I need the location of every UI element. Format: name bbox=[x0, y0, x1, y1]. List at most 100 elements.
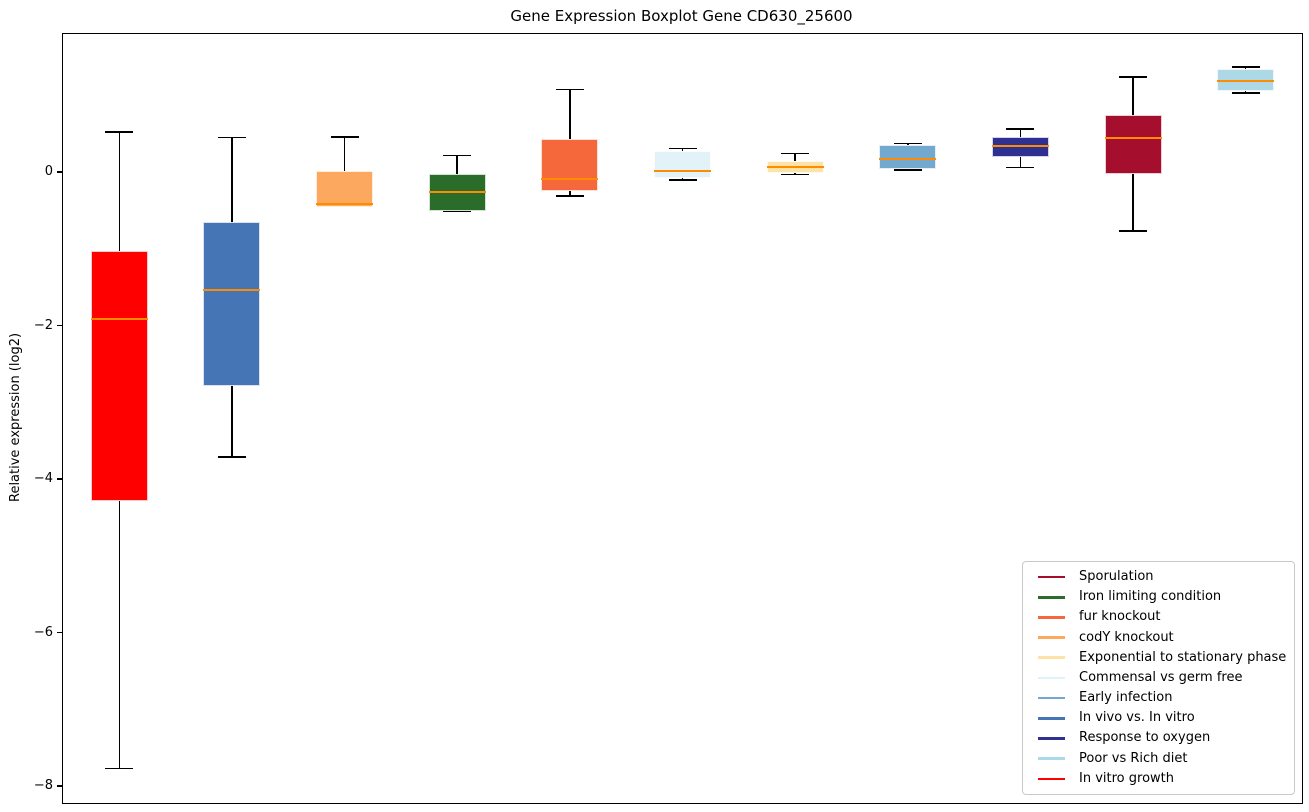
box-iqr bbox=[541, 139, 599, 192]
legend-label: codY knockout bbox=[1079, 629, 1174, 645]
upper-whisker-cap bbox=[781, 152, 810, 155]
legend-line-swatch bbox=[1038, 595, 1065, 599]
lower-whisker-cap bbox=[668, 179, 697, 181]
y-tick-label: −8 bbox=[33, 778, 53, 794]
y-tick-label: −4 bbox=[33, 471, 53, 487]
legend-item: Early infection bbox=[1032, 690, 1286, 706]
upper-whisker-line bbox=[569, 89, 571, 140]
lower-whisker-line bbox=[231, 386, 233, 457]
legend-label: Response to oxygen bbox=[1079, 730, 1211, 746]
legend: Sporulation Iron limiting condition fur kn… bbox=[1022, 561, 1295, 795]
lower-whisker-cap bbox=[443, 210, 472, 213]
upper-whisker-cap bbox=[668, 147, 697, 150]
legend-line-swatch bbox=[1038, 696, 1065, 700]
lower-whisker-cap bbox=[893, 169, 922, 171]
lower-whisker-cap bbox=[1119, 230, 1148, 232]
lower-whisker-line bbox=[681, 178, 684, 180]
y-tick-label: 0 bbox=[44, 164, 53, 180]
upper-whisker-cap bbox=[555, 88, 584, 90]
lower-whisker-cap bbox=[105, 767, 134, 770]
legend-label: Commensal vs germ free bbox=[1079, 669, 1243, 685]
median-line bbox=[541, 178, 599, 181]
upper-whisker-cap bbox=[217, 136, 246, 139]
lower-whisker-line bbox=[118, 500, 121, 769]
median-line bbox=[1217, 79, 1275, 82]
box-iqr bbox=[1104, 115, 1162, 174]
upper-whisker-line bbox=[1019, 129, 1022, 137]
legend-label: Early infection bbox=[1079, 690, 1173, 706]
legend-label: Poor vs Rich diet bbox=[1079, 750, 1188, 766]
upper-whisker-cap bbox=[1006, 128, 1035, 130]
y-tick-mark bbox=[57, 171, 63, 173]
legend-line-swatch bbox=[1038, 777, 1065, 781]
legend-line-swatch bbox=[1038, 636, 1065, 639]
lower-whisker-line bbox=[1132, 173, 1134, 232]
box-iqr bbox=[1217, 68, 1275, 91]
upper-whisker-cap bbox=[330, 136, 359, 138]
legend-line-swatch bbox=[1038, 757, 1065, 760]
upper-whisker-line bbox=[681, 148, 684, 151]
legend-label: fur knockout bbox=[1079, 609, 1161, 625]
y-axis-label: Relative expression (log2) bbox=[8, 332, 23, 503]
box-iqr bbox=[316, 170, 374, 207]
legend-item: Commensal vs germ free bbox=[1032, 670, 1286, 686]
median-line bbox=[428, 191, 486, 194]
lower-whisker-cap bbox=[555, 195, 584, 197]
median-line bbox=[90, 318, 148, 321]
legend-label: Exponential to stationary phase bbox=[1079, 649, 1287, 665]
legend-label: Iron limiting condition bbox=[1079, 589, 1222, 605]
lower-whisker-cap bbox=[781, 173, 810, 176]
upper-whisker-cap bbox=[1119, 76, 1148, 78]
box-iqr bbox=[90, 251, 148, 501]
legend-line-swatch bbox=[1038, 716, 1065, 720]
legend-label: In vivo vs. In vitro bbox=[1079, 710, 1195, 726]
legend-item: Poor vs Rich diet bbox=[1032, 751, 1286, 767]
upper-whisker-line bbox=[231, 137, 233, 222]
legend-label: In vitro growth bbox=[1079, 770, 1174, 786]
legend-line-swatch bbox=[1038, 676, 1065, 680]
y-tick-mark bbox=[57, 631, 63, 634]
legend-item: Iron limiting condition bbox=[1032, 589, 1286, 605]
legend-label: Sporulation bbox=[1079, 569, 1154, 585]
legend-item: Exponential to stationary phase bbox=[1032, 650, 1286, 666]
y-tick-mark bbox=[57, 785, 63, 787]
legend-item: Response to oxygen bbox=[1032, 730, 1286, 746]
upper-whisker-line bbox=[456, 155, 458, 175]
upper-whisker-cap bbox=[893, 142, 922, 145]
box-iqr bbox=[654, 150, 711, 179]
box-iqr bbox=[879, 145, 937, 170]
legend-line-swatch bbox=[1038, 737, 1065, 740]
median-line bbox=[203, 288, 261, 291]
legend-line-swatch bbox=[1038, 616, 1065, 619]
upper-whisker-line bbox=[907, 143, 909, 146]
legend-item: Sporulation bbox=[1032, 569, 1286, 585]
upper-whisker-line bbox=[118, 132, 121, 252]
legend-line-swatch bbox=[1038, 575, 1065, 579]
y-tick-mark bbox=[57, 478, 63, 480]
upper-whisker-line bbox=[1132, 76, 1134, 116]
lower-whisker-cap bbox=[217, 456, 246, 458]
lower-whisker-cap bbox=[1231, 92, 1260, 94]
median-line bbox=[1104, 136, 1162, 139]
chart-title: Gene Expression Boxplot Gene CD630_25600 bbox=[510, 7, 853, 25]
y-tick-mark bbox=[57, 324, 63, 327]
legend-item: codY knockout bbox=[1032, 630, 1286, 646]
box-iqr bbox=[203, 222, 261, 387]
y-tick-label: −2 bbox=[33, 317, 53, 333]
upper-whisker-cap bbox=[105, 131, 134, 133]
lower-whisker-cap bbox=[330, 205, 359, 208]
upper-whisker-line bbox=[343, 136, 346, 171]
lower-whisker-line bbox=[1019, 156, 1022, 168]
lower-whisker-line bbox=[569, 191, 571, 196]
y-tick-label: −6 bbox=[33, 624, 53, 640]
median-line bbox=[654, 170, 711, 173]
legend-item: fur knockout bbox=[1032, 609, 1286, 625]
median-line bbox=[766, 165, 824, 168]
lower-whisker-line bbox=[1244, 90, 1247, 94]
upper-whisker-cap bbox=[443, 154, 472, 156]
legend-line-swatch bbox=[1038, 656, 1065, 660]
lower-whisker-line bbox=[794, 172, 796, 175]
median-line bbox=[879, 158, 937, 161]
median-line bbox=[316, 202, 374, 205]
